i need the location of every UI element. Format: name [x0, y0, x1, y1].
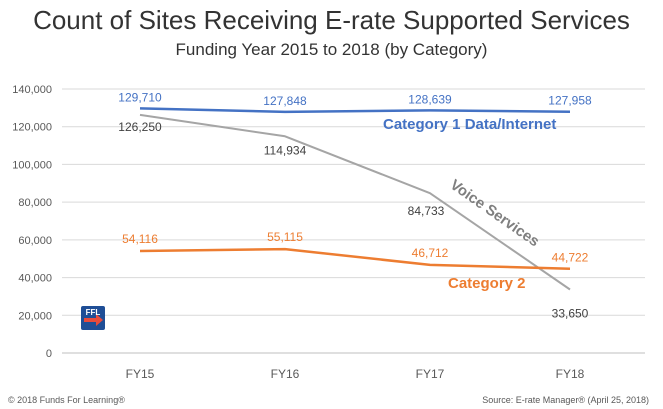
- x-tick-label: FY16: [271, 367, 300, 381]
- series-lines: [139, 107, 571, 291]
- y-tick-label: 120,000: [12, 122, 52, 134]
- data-label: 33,650: [552, 307, 589, 321]
- y-tick-label: 80,000: [18, 197, 52, 209]
- x-tick-label: FY15: [126, 367, 155, 381]
- y-tick-label: 0: [46, 348, 52, 360]
- x-tick-label: FY18: [556, 367, 585, 381]
- y-axis-ticks: 0 20,000 40,000 60,000 80,000 100,000 120,000 1…: [12, 84, 52, 360]
- data-label: 55,115: [267, 230, 303, 244]
- source-text: Source: E-rate Manager® (April 25, 2018): [482, 395, 649, 405]
- data-label: 54,116: [122, 232, 158, 246]
- y-tick-label: 40,000: [18, 273, 52, 285]
- x-axis-ticks: FY15 FY16 FY17 FY18: [126, 367, 585, 381]
- data-label: 44,722: [552, 251, 589, 265]
- data-label: 114,934: [264, 143, 307, 157]
- y-tick-label: 60,000: [18, 235, 52, 247]
- gridlines: [62, 88, 645, 354]
- data-label: 127,958: [548, 94, 592, 108]
- y-tick-label: 20,000: [18, 310, 52, 322]
- chart-title: Count of Sites Receiving E-rate Supporte…: [33, 5, 630, 35]
- data-label: 126,250: [118, 120, 162, 134]
- series-name-category-1: Category 1 Data/Internet: [383, 116, 556, 133]
- data-label: 128,639: [408, 92, 452, 106]
- series-name-category-2: Category 2: [448, 275, 526, 292]
- ffl-logo: FFL: [81, 306, 105, 330]
- series-line: [139, 113, 571, 291]
- series-line: [139, 107, 571, 114]
- y-tick-label: 100,000: [12, 159, 52, 171]
- data-label: 84,733: [408, 204, 445, 218]
- x-tick-label: FY17: [416, 367, 445, 381]
- chart-subtitle: Funding Year 2015 to 2018 (by Category): [175, 40, 488, 59]
- series-name-voice-services: Voice Services: [447, 176, 543, 250]
- copyright-text: © 2018 Funds For Learning®: [8, 395, 125, 405]
- data-labels: 129,710 127,848 128,639 127,958 126,250 114,9…: [118, 90, 592, 320]
- data-label: 46,712: [412, 246, 449, 260]
- logo-text: FFL: [86, 308, 101, 317]
- y-tick-label: 140,000: [12, 84, 52, 96]
- series-line: [139, 247, 571, 270]
- data-label: 127,848: [263, 94, 307, 108]
- data-label: 129,710: [118, 90, 162, 104]
